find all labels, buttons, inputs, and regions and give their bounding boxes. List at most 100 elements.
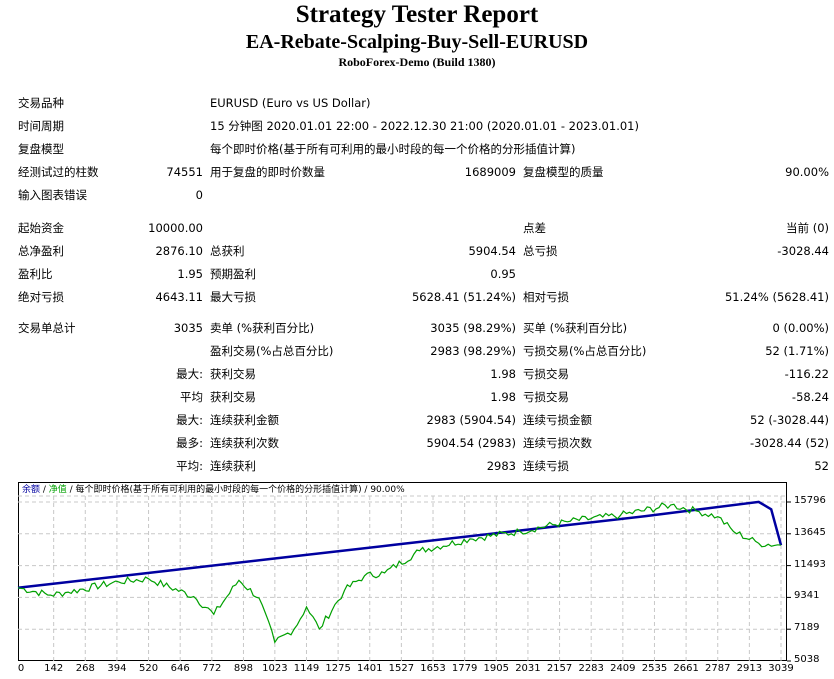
stat-loss-value: 52 xyxy=(814,459,829,473)
expert-name: EA-Rebate-Scalping-Buy-Sell-EURUSD xyxy=(245,31,589,53)
x-tick-label: 1905 xyxy=(483,663,510,674)
x-tick-label: 898 xyxy=(233,663,253,674)
x-tick-label: 0 xyxy=(17,663,25,674)
period-label: 时间周期 xyxy=(18,119,64,133)
stat-loss-value: -58.24 xyxy=(791,390,829,404)
profit-factor-value: 1.95 xyxy=(177,267,203,281)
max-drawdown-label: 最大亏损 xyxy=(210,290,256,304)
short-trades-label: 卖单 (%获利百分比) xyxy=(210,321,315,335)
gross-profit-value: 5904.54 xyxy=(468,244,516,258)
stat-prefix: 最大: xyxy=(176,367,203,381)
y-tick-label: 7189 xyxy=(794,622,820,634)
x-tick-label: 1779 xyxy=(451,663,478,674)
x-tick-label: 2409 xyxy=(610,663,636,674)
expected-payoff-value: 0.95 xyxy=(490,267,516,281)
net-profit-value: 2876.10 xyxy=(155,244,203,258)
x-tick-label: 2661 xyxy=(673,663,699,674)
quality-label: 复盘模型的质量 xyxy=(523,165,604,179)
x-tick-label: 1275 xyxy=(325,663,351,674)
initial-deposit-value: 10000.00 xyxy=(148,221,203,235)
stat-win-value: 5904.54 (2983) xyxy=(426,436,516,450)
model-label: 复盘模型 xyxy=(18,142,64,156)
gross-loss-label: 总亏损 xyxy=(523,244,558,258)
stat-prefix: 平均 xyxy=(180,390,203,404)
chart-legend: 余额 / 净值 / 每个即时价格(基于所有可利用的最小时段的每一个价格的分形插值… xyxy=(22,485,405,496)
stat-win-label: 连续获利 xyxy=(210,459,256,473)
x-tick-label: 2913 xyxy=(736,663,763,674)
total-trades-value: 3035 xyxy=(173,321,203,335)
stat-loss-value: 52 (-3028.44) xyxy=(750,413,829,427)
initial-deposit-label: 起始资金 xyxy=(18,221,64,235)
legend-separator: / xyxy=(40,485,49,495)
stat-prefix: 最大: xyxy=(176,413,203,427)
stat-win-value: 1.98 xyxy=(490,367,516,381)
gross-profit-label: 总获利 xyxy=(210,244,245,258)
profit-trades-label: 盈利交易(%占总百分比) xyxy=(210,344,334,358)
x-tick-label: 2031 xyxy=(515,663,541,674)
abs-drawdown-value: 4643.11 xyxy=(155,290,203,304)
symbol-value: EURUSD (Euro vs US Dollar) xyxy=(210,96,371,110)
quality-value: 90.00% xyxy=(785,165,829,179)
gross-loss-value: -3028.44 xyxy=(777,244,829,258)
x-tick-label: 3039 xyxy=(768,663,794,674)
y-tick-label: 5038 xyxy=(794,654,820,665)
legend-equity: 净值 xyxy=(48,485,67,495)
short-trades-value: 3035 (98.29%) xyxy=(430,321,516,335)
x-tick-label: 1149 xyxy=(293,663,320,674)
symbol-label: 交易品种 xyxy=(18,96,64,110)
bars-label: 经测试过的柱数 xyxy=(18,165,99,179)
stat-win-label: 获利交易 xyxy=(210,367,256,381)
y-tick-label: 13645 xyxy=(794,526,826,538)
x-tick-label: 2787 xyxy=(704,663,731,674)
x-tick-label: 772 xyxy=(202,663,222,674)
stat-loss-label: 连续亏损 xyxy=(523,459,569,473)
spread-value: 当前 (0) xyxy=(786,221,829,235)
report-title: Strategy Tester Report xyxy=(295,1,539,28)
x-tick-label: 2535 xyxy=(641,663,668,674)
errors-label: 输入图表错误 xyxy=(18,188,87,202)
x-tick-label: 142 xyxy=(44,663,64,674)
x-tick-label: 394 xyxy=(107,663,127,674)
stat-win-value: 2983 xyxy=(486,459,516,473)
rel-drawdown-value: 51.24% (5628.41) xyxy=(724,290,829,304)
loss-trades-label: 亏损交易(%占总百分比) xyxy=(523,344,647,358)
ticks-label: 用于复盘的即时价数量 xyxy=(210,165,325,179)
stat-win-label: 获利交易 xyxy=(210,390,256,404)
x-tick-label: 2283 xyxy=(578,663,604,674)
abs-drawdown-label: 绝对亏损 xyxy=(18,290,64,304)
profit-trades-value: 2983 (98.29%) xyxy=(430,344,516,358)
stat-win-label: 连续获利次数 xyxy=(210,436,279,450)
total-trades-label: 交易单总计 xyxy=(18,321,76,335)
x-tick-label: 520 xyxy=(139,663,159,674)
long-trades-value: 0 (0.00%) xyxy=(772,321,829,335)
stat-loss-label: 亏损交易 xyxy=(523,367,569,381)
x-tick-label: 1527 xyxy=(388,663,415,674)
ticks-value: 1689009 xyxy=(464,165,516,179)
balance-equity-chart xyxy=(18,482,787,661)
stat-loss-label: 连续亏损金额 xyxy=(523,413,592,427)
stat-win-value: 2983 (5904.54) xyxy=(426,413,516,427)
y-tick-label: 9341 xyxy=(794,590,820,602)
errors-value: 0 xyxy=(195,188,203,202)
x-tick-label: 646 xyxy=(170,663,190,674)
spread-label: 点差 xyxy=(523,221,546,235)
stat-loss-label: 亏损交易 xyxy=(523,390,569,404)
stat-loss-value: -3028.44 (52) xyxy=(750,436,829,450)
x-tick-label: 2157 xyxy=(546,663,573,674)
bars-value: 74551 xyxy=(166,165,203,179)
stat-prefix: 平均: xyxy=(176,459,203,473)
stat-loss-label: 连续亏损次数 xyxy=(523,436,592,450)
x-tick-label: 1401 xyxy=(357,663,383,674)
period-value: 15 分钟图 2020.01.01 22:00 - 2022.12.30 21:… xyxy=(210,119,639,133)
x-tick-label: 1653 xyxy=(420,663,446,674)
max-drawdown-value: 5628.41 (51.24%) xyxy=(411,290,516,304)
y-tick-label: 11493 xyxy=(794,558,826,570)
net-profit-label: 总净盈利 xyxy=(18,244,64,258)
profit-factor-label: 盈利比 xyxy=(18,267,53,281)
y-tick-label: 15796 xyxy=(794,495,826,506)
stat-loss-value: -116.22 xyxy=(784,367,829,381)
legend-balance: 余额 xyxy=(22,485,41,495)
stat-prefix: 最多: xyxy=(176,436,203,450)
stat-win-value: 1.98 xyxy=(490,390,516,404)
